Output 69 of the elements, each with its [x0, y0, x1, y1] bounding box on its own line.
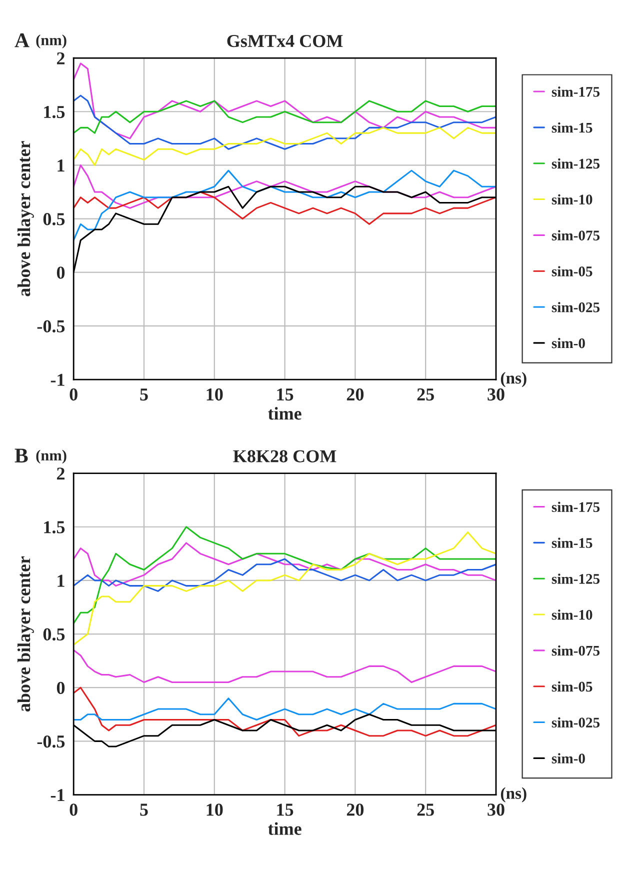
y-tick-label: -1 [50, 789, 64, 802]
y-tick-label: 2 [57, 52, 64, 64]
text: (ns) [500, 787, 526, 802]
legend-label: sim-025 [552, 717, 600, 728]
legend-label: sim-175 [552, 502, 600, 512]
legend-label: sim-05 [552, 681, 592, 692]
line-series [74, 100, 496, 134]
legend-label: sim-125 [552, 158, 600, 169]
x-tick-label: 20 [346, 388, 364, 401]
y-tick-label: 1.5 [44, 521, 65, 534]
x-tick-label: 0 [70, 388, 78, 401]
y-tick-label: 1 [58, 574, 64, 587]
line-series [74, 649, 496, 684]
line-series [74, 191, 496, 225]
line-series [74, 686, 496, 737]
line-series [74, 542, 496, 587]
text: (ns) [500, 372, 526, 388]
line-series [74, 531, 496, 646]
x-axis-title: time [268, 407, 302, 420]
legend-label: sim-05 [552, 266, 592, 276]
line-series [74, 558, 496, 592]
x-tick-label: 20 [346, 804, 364, 816]
y-tick-label: 0 [56, 682, 65, 694]
x-tick-label: 5 [140, 388, 148, 401]
legend-label: sim-0 [552, 753, 585, 764]
text: A [14, 33, 30, 48]
x-tick-label: 15 [277, 388, 294, 401]
line-series [74, 126, 496, 166]
legend-label: sim-125 [552, 574, 600, 584]
legend-label: sim-0 [552, 338, 585, 348]
y-tick-label: 1.5 [44, 106, 65, 118]
y-tick-label: 0.5 [43, 628, 65, 641]
x-tick-label: 10 [206, 388, 223, 401]
line-series [74, 170, 496, 241]
line-series [74, 526, 496, 624]
x-tick-label: 15 [277, 804, 294, 816]
line-series [74, 62, 496, 140]
x-tick-label: 25 [417, 388, 434, 401]
y-tick-label: 0.5 [43, 213, 65, 226]
legend-label: sim-15 [552, 538, 592, 548]
x-tick-label: 30 [488, 804, 504, 816]
y-tick-label: -1 [50, 374, 64, 386]
legend-label: sim-175 [552, 86, 600, 97]
x-tick-label: 25 [417, 804, 434, 816]
y-axis-title: above bilayer center [17, 556, 34, 712]
chart-title: K8K28 COM [233, 450, 336, 462]
x-tick-label: 10 [206, 804, 223, 816]
x-tick-label: 30 [488, 388, 504, 401]
legend-label: sim-075 [552, 230, 600, 240]
y-tick-label: 2 [57, 468, 64, 480]
legend-label: sim-075 [552, 645, 600, 656]
text: (nm) [36, 34, 66, 48]
legend-label: sim-15 [552, 122, 592, 133]
x-tick-label: 5 [140, 804, 148, 816]
x-tick-label: 0 [70, 804, 78, 816]
legend-label: sim-10 [552, 610, 592, 620]
line-series [74, 94, 496, 150]
y-tick-label: -0.5 [37, 320, 65, 332]
y-tick-label: -0.5 [37, 735, 65, 748]
x-axis-title: time [268, 822, 302, 835]
text: (nm) [36, 450, 66, 464]
chart-title: GsMTx4 COM [227, 34, 343, 48]
y-tick-label: 0 [56, 266, 65, 279]
y-axis-title: above bilayer center [17, 141, 34, 296]
y-tick-label: 1 [58, 160, 64, 172]
legend-label: sim-025 [552, 302, 600, 312]
legend-label: sim-10 [552, 194, 592, 205]
line-series [74, 698, 496, 721]
text: B [14, 448, 28, 462]
